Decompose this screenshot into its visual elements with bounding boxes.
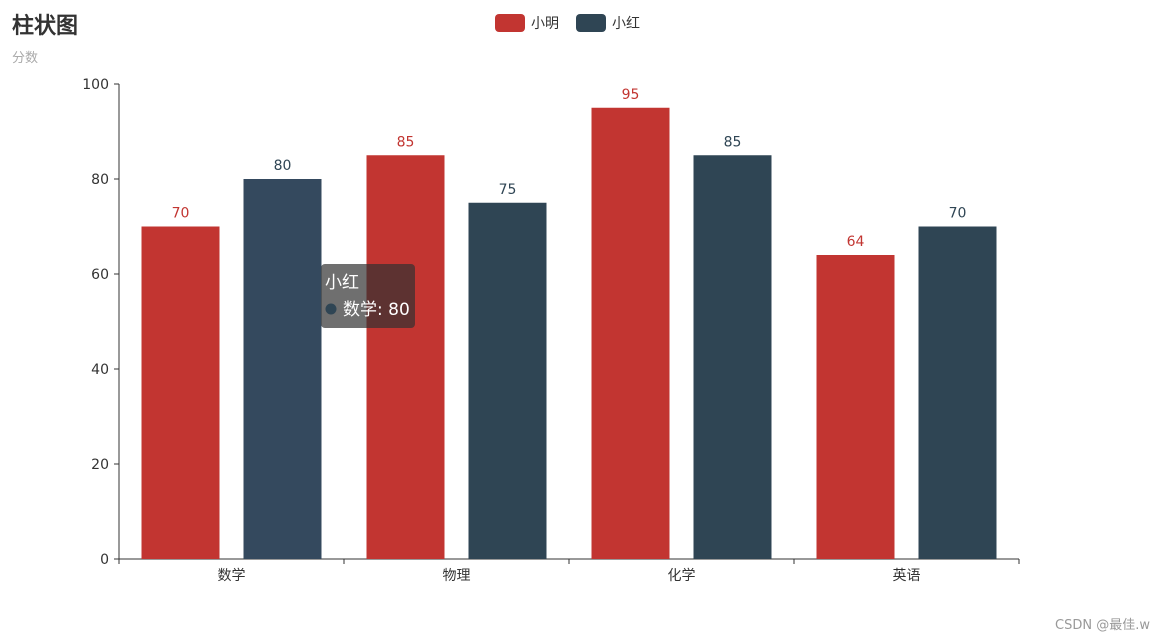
bars-group: [141, 107, 997, 560]
data-label: 75: [499, 182, 517, 198]
y-tick-label: 0: [100, 552, 109, 568]
tooltip-value: 数学: 80: [343, 300, 410, 320]
data-label: 70: [172, 206, 190, 222]
legend-label[interactable]: 小红: [612, 16, 640, 32]
legend-swatch-icon[interactable]: [576, 14, 606, 32]
data-label: 80: [274, 158, 292, 174]
tooltip-background: [321, 264, 415, 328]
x-tick-label: 物理: [443, 568, 471, 584]
bar[interactable]: [591, 107, 670, 559]
bar[interactable]: [693, 155, 772, 559]
bar[interactable]: [816, 255, 895, 559]
tooltip-series-name: 小红: [325, 273, 359, 293]
data-label: 70: [949, 206, 967, 222]
tooltip-marker-icon: [325, 303, 337, 315]
y-tick-label: 20: [91, 457, 109, 473]
data-label: 85: [397, 134, 415, 150]
bar[interactable]: [141, 226, 220, 560]
data-label: 64: [847, 234, 865, 250]
bar[interactable]: [243, 179, 322, 559]
x-tick-label: 数学: [218, 568, 246, 584]
bar[interactable]: [468, 202, 547, 559]
y-tick-label: 40: [91, 362, 109, 378]
y-tick-label: 80: [91, 172, 109, 188]
x-tick-label: 英语: [893, 567, 921, 584]
data-label: 85: [724, 134, 742, 150]
y-tick-label: 100: [82, 77, 109, 93]
y-tick-label: 60: [91, 267, 109, 283]
data-labels-group: 70 85 95 64 80 75 85 70: [172, 87, 967, 250]
legend-swatch-icon[interactable]: [495, 14, 525, 32]
legend-label[interactable]: 小明: [531, 16, 559, 32]
chart-title: 柱状图: [12, 14, 78, 39]
legend[interactable]: 小明 小红: [495, 14, 640, 32]
bar[interactable]: [918, 226, 997, 560]
y-axis: 0 20 40 60 80 100: [82, 77, 120, 568]
watermark: CSDN @最佳.w: [1055, 618, 1150, 633]
tooltip: 小红 数学: 80: [321, 264, 415, 328]
data-label: 95: [622, 87, 640, 103]
chart-subtitle: 分数: [12, 51, 38, 66]
bar[interactable]: [366, 155, 445, 559]
x-tick-label: 化学: [668, 568, 696, 584]
x-axis: 数学 物理 化学 英语: [118, 558, 1020, 584]
